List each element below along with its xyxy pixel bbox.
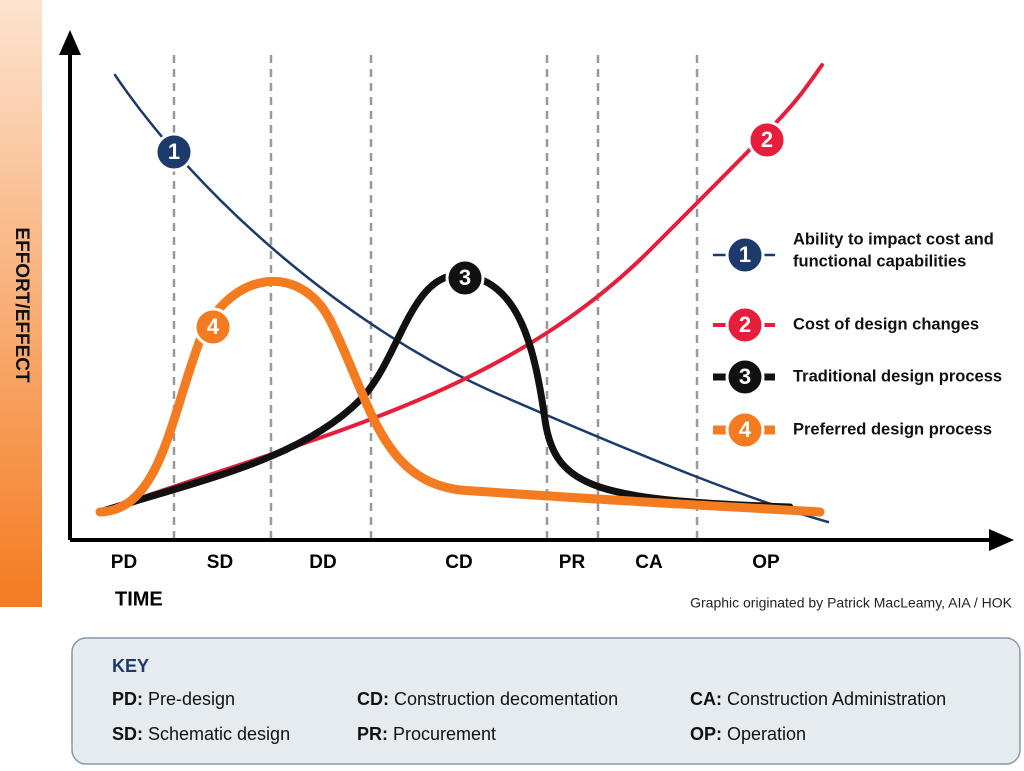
badge-number: 4 — [739, 417, 752, 442]
legend-label: Preferred design process — [793, 420, 992, 438]
key-item: CD: Construction decomentation — [357, 689, 618, 709]
key-abbr: PR: — [357, 724, 388, 744]
key-text: Schematic design — [148, 724, 290, 744]
key-text: Pre-design — [148, 689, 235, 709]
legend-label: Cost of design changes — [793, 315, 979, 333]
badge — [193, 307, 233, 347]
key-box — [71, 637, 1021, 765]
badge-number: 4 — [207, 314, 220, 339]
y-axis-label: EFFORT/EFFECT — [11, 227, 32, 383]
axes — [59, 30, 1014, 551]
key-abbr: SD: — [112, 724, 143, 744]
badge — [725, 357, 765, 397]
key-item: PR: Procurement — [357, 724, 496, 744]
side-band — [0, 0, 42, 607]
phase-label: OP — [752, 552, 780, 573]
phase-label: CD — [445, 552, 472, 573]
key-item: SD: Schematic design — [112, 724, 290, 744]
x-axis-label: TIME — [115, 588, 163, 610]
key-item: PD: Pre-design — [112, 689, 235, 709]
badge-number: 2 — [761, 127, 773, 152]
badge — [725, 410, 765, 450]
badge-number: 1 — [168, 139, 180, 164]
key-item: OP: Operation — [690, 724, 806, 744]
badge — [725, 305, 765, 345]
badge — [725, 235, 765, 275]
badge-number: 3 — [459, 265, 471, 290]
phase-label: DD — [309, 552, 336, 573]
key-abbr: PD: — [112, 689, 143, 709]
key-abbr: CA: — [690, 689, 722, 709]
badge — [154, 132, 194, 172]
badge — [445, 258, 485, 298]
phase-label: PR — [559, 552, 586, 573]
key-title: KEY — [112, 656, 149, 676]
badge-number: 2 — [739, 312, 751, 337]
phase-label: CA — [635, 552, 663, 573]
legend-label: Traditional design process — [793, 367, 1002, 385]
legend-label: functional capabilities — [793, 252, 966, 270]
key-abbr: OP: — [690, 724, 722, 744]
key-text: Construction decomentation — [394, 689, 618, 709]
key-text: Operation — [727, 724, 806, 744]
key-abbr: CD: — [357, 689, 389, 709]
badge-number: 1 — [739, 242, 751, 267]
phase-label: PD — [111, 552, 137, 573]
key-text: Construction Administration — [727, 689, 946, 709]
key-item: CA: Construction Administration — [690, 689, 946, 709]
phase-label: SD — [207, 552, 233, 573]
key-text: Procurement — [393, 724, 496, 744]
credit: Graphic originated by Patrick MacLeamy, … — [690, 595, 1013, 611]
badge-number: 3 — [739, 364, 751, 389]
badge — [747, 120, 787, 160]
legend-label: Ability to impact cost and — [793, 230, 994, 248]
